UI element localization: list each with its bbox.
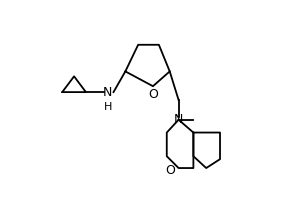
- Text: N: N: [103, 86, 112, 99]
- Text: O: O: [165, 164, 175, 177]
- Text: O: O: [148, 88, 158, 101]
- Text: N: N: [174, 113, 183, 126]
- Text: H: H: [103, 102, 112, 112]
